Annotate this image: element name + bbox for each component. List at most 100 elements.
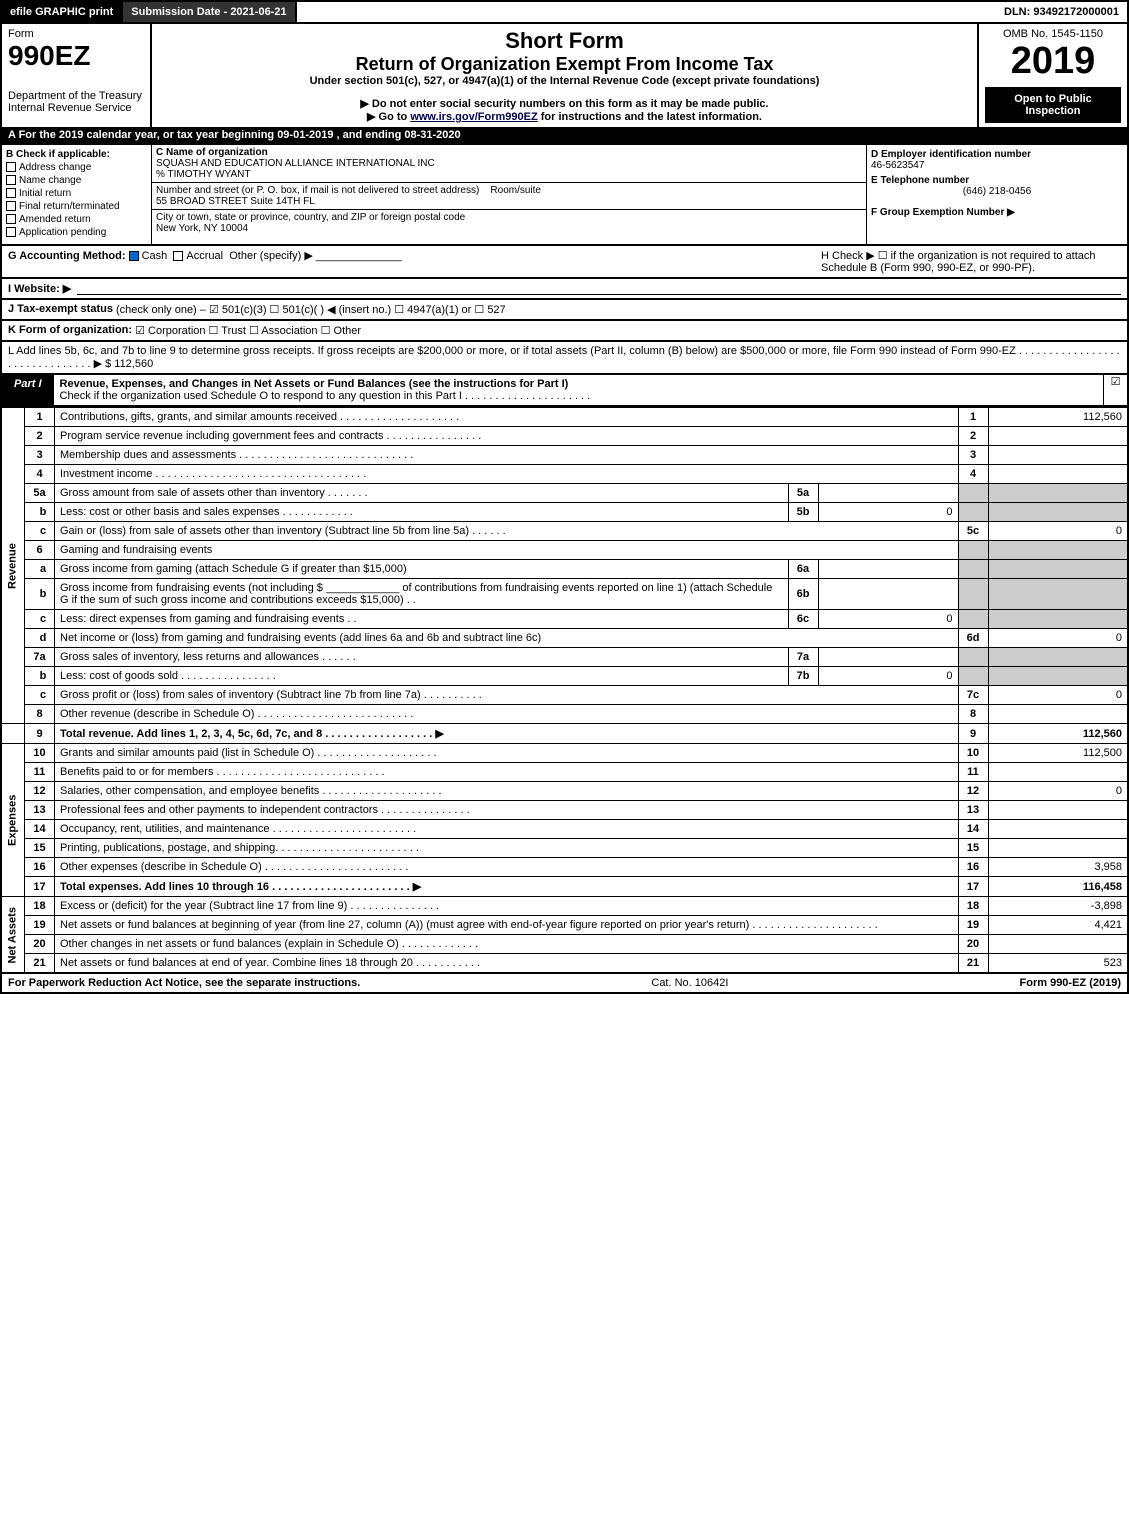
l6c-in: 6c [788,610,818,629]
l5a-shade [958,484,988,503]
l5b-iv: 0 [818,503,958,522]
l4-v [988,465,1128,484]
l10-r: 10 [958,744,988,763]
l10-v: 112,500 [988,744,1128,763]
l13-desc: Professional fees and other payments to … [55,801,959,820]
l19-r: 19 [958,916,988,935]
l17-r: 17 [958,877,988,897]
l12-r: 12 [958,782,988,801]
form-number: 990EZ [8,40,144,72]
org-name: SQUASH AND EDUCATION ALLIANCE INTERNATIO… [156,158,435,169]
l8-desc: Other revenue (describe in Schedule O) .… [55,705,959,724]
l12-desc: Salaries, other compensation, and employ… [55,782,959,801]
l11-r: 11 [958,763,988,782]
row-k: K Form of organization: ☑ Corporation ☐ … [0,321,1129,342]
l4-num: 4 [25,465,55,484]
under-section: Under section 501(c), 527, or 4947(a)(1)… [158,75,971,87]
l7b-desc: Less: cost of goods sold . . . . . . . .… [55,667,789,686]
expenses-label: Expenses [1,744,25,897]
return-title: Return of Organization Exempt From Incom… [158,54,971,75]
revenue-label: Revenue [1,408,25,724]
form-header: Form 990EZ Department of the Treasury In… [0,24,1129,127]
l6b-in: 6b [788,579,818,610]
l19-v: 4,421 [988,916,1128,935]
chk-app-pending[interactable]: Application pending [6,227,147,238]
chk-initial-return[interactable]: Initial return [6,188,147,199]
l15-v [988,839,1128,858]
l6a-shade2 [988,560,1128,579]
chk-address-change[interactable]: Address change [6,162,147,173]
l17-v: 116,458 [988,877,1128,897]
chk-accrual[interactable] [173,251,183,261]
chk-final-return[interactable]: Final return/terminated [6,201,147,212]
chk-name-change[interactable]: Name change [6,175,147,186]
h-schedule-b: H Check ▶ ☐ if the organization is not r… [821,249,1121,274]
chk-amended[interactable]: Amended return [6,214,147,225]
header-right: OMB No. 1545-1150 2019 Open to Public In… [977,24,1127,127]
l3-v [988,446,1128,465]
l2-v [988,427,1128,446]
l6c-iv: 0 [818,610,958,629]
goto-link[interactable]: www.irs.gov/Form990EZ [410,111,537,123]
l1-v: 112,560 [988,408,1128,427]
street-label: Number and street (or P. O. box, if mail… [156,185,479,196]
submission-date: Submission Date - 2021-06-21 [123,2,296,22]
l7c-v: 0 [988,686,1128,705]
l2-r: 2 [958,427,988,446]
l6b-desc: Gross income from fundraising events (no… [55,579,789,610]
chk-cash[interactable] [129,251,139,261]
irs-label: Internal Revenue Service [8,102,144,114]
l12-num: 12 [25,782,55,801]
tax-period: A For the 2019 calendar year, or tax yea… [0,127,1129,145]
l-text: L Add lines 5b, 6c, and 7b to line 9 to … [8,345,1121,370]
check-o-box[interactable]: ☑ [1103,375,1127,405]
l6c-shade [958,610,988,629]
l6d-num: d [25,629,55,648]
l4-r: 4 [958,465,988,484]
l6c-num: c [25,610,55,629]
l6a-in: 6a [788,560,818,579]
l7b-in: 7b [788,667,818,686]
l5b-num: b [25,503,55,522]
l3-desc: Membership dues and assessments . . . . … [55,446,959,465]
l6a-desc: Gross income from gaming (attach Schedul… [55,560,789,579]
l6c-desc: Less: direct expenses from gaming and fu… [55,610,789,629]
l7a-desc: Gross sales of inventory, less returns a… [55,648,789,667]
l7a-num: 7a [25,648,55,667]
l6a-iv [818,560,958,579]
website-input[interactable] [77,282,1121,295]
l19-num: 19 [25,916,55,935]
group-exemption: F Group Exemption Number ▶ [871,207,1123,218]
org-name-block: C Name of organization SQUASH AND EDUCAT… [152,145,866,183]
l6d-v: 0 [988,629,1128,648]
l17-desc: Total expenses. Add lines 10 through 16 … [55,877,959,897]
l13-v [988,801,1128,820]
l10-desc: Grants and similar amounts paid (list in… [55,744,959,763]
no-ssn-warning: ▶ Do not enter social security numbers o… [158,97,971,110]
l21-v: 523 [988,954,1128,974]
tel-value: (646) 218-0456 [871,186,1123,197]
l1-num: 1 [25,408,55,427]
omb-number: OMB No. 1545-1150 [985,28,1121,40]
efile-print-button[interactable]: efile GRAPHIC print [2,2,123,22]
l16-r: 16 [958,858,988,877]
l5b-shade2 [988,503,1128,522]
room-label: Room/suite [490,185,541,196]
goto-line: ▶ Go to www.irs.gov/Form990EZ for instru… [158,110,971,123]
l11-desc: Benefits paid to or for members . . . . … [55,763,959,782]
l7b-iv: 0 [818,667,958,686]
city-block: City or town, state or province, country… [152,210,866,236]
header-mid: Short Form Return of Organization Exempt… [152,24,977,127]
l3-r: 3 [958,446,988,465]
g-label: G Accounting Method: [8,250,126,262]
goto-pre: ▶ Go to [367,111,410,123]
l21-r: 21 [958,954,988,974]
part1-title: Revenue, Expenses, and Changes in Net As… [54,375,1103,405]
l6b-shade2 [988,579,1128,610]
care-of: % TIMOTHY WYANT [156,169,250,180]
form-ref: Form 990-EZ (2019) [1020,977,1121,989]
l5a-iv [818,484,958,503]
cash-label: Cash [142,250,168,262]
l7a-shade [958,648,988,667]
l6d-desc: Net income or (loss) from gaming and fun… [55,629,959,648]
